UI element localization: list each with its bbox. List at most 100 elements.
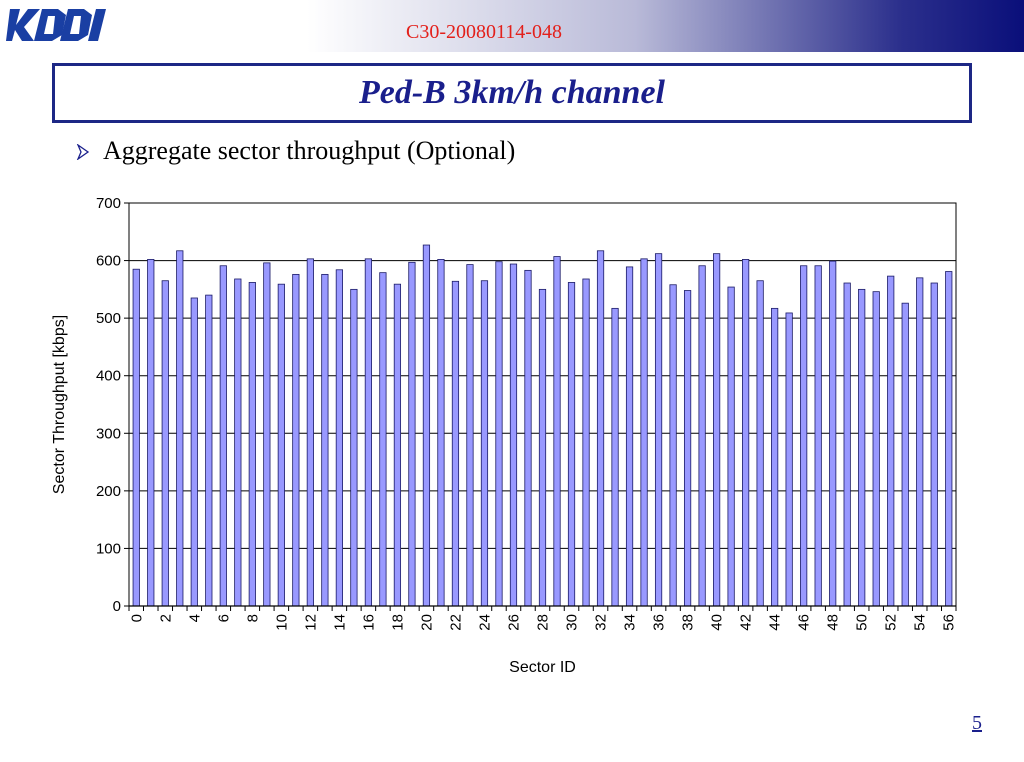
bar xyxy=(625,266,634,607)
x-tick-label: 8 xyxy=(244,614,261,622)
bar xyxy=(495,261,503,607)
bar xyxy=(350,288,358,607)
bar xyxy=(234,278,242,607)
document-id: C30-20080114-048 xyxy=(406,21,562,43)
bar xyxy=(190,297,198,607)
x-tick-label: 20 xyxy=(418,614,435,631)
x-tick-label: 56 xyxy=(941,614,958,631)
bar xyxy=(742,259,750,607)
x-tick-label: 32 xyxy=(593,614,610,631)
bar xyxy=(640,258,648,607)
bar xyxy=(466,264,474,607)
x-tick-label: 10 xyxy=(273,614,290,631)
bar xyxy=(335,269,343,607)
bar xyxy=(306,258,314,607)
x-tick-label: 6 xyxy=(215,614,232,622)
bar xyxy=(596,250,605,607)
bar xyxy=(800,265,808,607)
x-tick-label: 40 xyxy=(709,614,726,631)
x-tick-label: 34 xyxy=(622,614,639,631)
bar xyxy=(872,291,880,607)
x-tick-label: 12 xyxy=(302,614,319,631)
x-tick-label: 52 xyxy=(883,614,900,631)
bar xyxy=(219,265,227,607)
x-tick-label: 38 xyxy=(680,614,697,631)
bar xyxy=(669,284,677,607)
bar xyxy=(887,275,895,607)
bar xyxy=(582,278,590,607)
title-box: Ped-B 3km/h channel xyxy=(52,63,972,123)
y-tick-label: 300 xyxy=(96,425,121,442)
bar xyxy=(553,256,561,607)
bar xyxy=(422,244,431,607)
bullet-text: Aggregate sector throughput (Optional) xyxy=(103,136,516,165)
bar xyxy=(451,280,460,607)
bar xyxy=(147,259,155,607)
x-tick-label: 16 xyxy=(360,614,377,631)
x-tick-label: 54 xyxy=(912,614,929,631)
x-tick-label: 28 xyxy=(535,614,552,631)
x-tick-label: 4 xyxy=(186,614,203,622)
y-tick-label: 400 xyxy=(96,368,121,385)
x-tick-label: 50 xyxy=(854,614,871,631)
bar xyxy=(132,268,140,607)
x-tick-label: 14 xyxy=(331,614,348,631)
bar xyxy=(161,280,169,607)
x-tick-label: 2 xyxy=(157,614,174,622)
y-tick-label: 500 xyxy=(96,310,121,327)
bar xyxy=(611,307,619,607)
bar xyxy=(408,261,416,607)
bar xyxy=(713,253,721,607)
x-tick-label: 46 xyxy=(796,614,813,631)
x-tick-label: 36 xyxy=(651,614,668,631)
x-tick-label: 24 xyxy=(476,614,493,631)
bar xyxy=(756,280,764,607)
y-tick-label: 100 xyxy=(96,540,121,557)
y-tick-label: 600 xyxy=(96,253,121,270)
bar xyxy=(683,290,692,607)
bar xyxy=(843,282,851,607)
bar xyxy=(785,312,793,607)
bar xyxy=(176,250,184,607)
bar xyxy=(292,273,300,607)
page-number: 5 xyxy=(972,712,982,734)
bar xyxy=(321,273,329,607)
bar xyxy=(509,263,518,607)
slide-title: Ped-B 3km/h channel xyxy=(358,74,666,111)
kddi-logo xyxy=(6,9,106,41)
x-tick-label: 22 xyxy=(447,614,464,631)
bar xyxy=(538,288,547,607)
y-tick-label: 200 xyxy=(96,483,121,500)
bar xyxy=(916,277,924,607)
x-tick-label: 26 xyxy=(505,614,522,631)
bar xyxy=(205,294,213,607)
x-axis-title: Sector ID xyxy=(509,659,576,676)
bar xyxy=(393,283,402,607)
x-tick-label: 42 xyxy=(738,614,755,631)
y-tick-label: 700 xyxy=(96,195,121,212)
x-tick-label: 18 xyxy=(389,614,406,631)
bar xyxy=(771,307,779,607)
bar xyxy=(727,286,735,607)
bar xyxy=(567,282,576,607)
y-tick-label: 0 xyxy=(113,598,121,615)
bar xyxy=(901,302,909,607)
bar xyxy=(480,280,489,607)
x-tick-label: 48 xyxy=(825,614,842,631)
header-band xyxy=(0,0,1024,52)
bar xyxy=(263,262,271,607)
bar xyxy=(654,253,663,607)
bar xyxy=(364,258,372,607)
bar xyxy=(829,260,837,607)
arrow-bullet-icon xyxy=(76,144,90,160)
y-axis-title: Sector Throughput [kbps] xyxy=(51,315,68,494)
bar xyxy=(379,272,387,607)
bar xyxy=(814,265,822,607)
bar xyxy=(858,288,866,607)
x-tick-label: 0 xyxy=(128,614,145,622)
x-tick-label: 44 xyxy=(767,614,784,631)
bar xyxy=(930,282,938,607)
bar xyxy=(277,283,285,607)
bar xyxy=(524,269,532,607)
